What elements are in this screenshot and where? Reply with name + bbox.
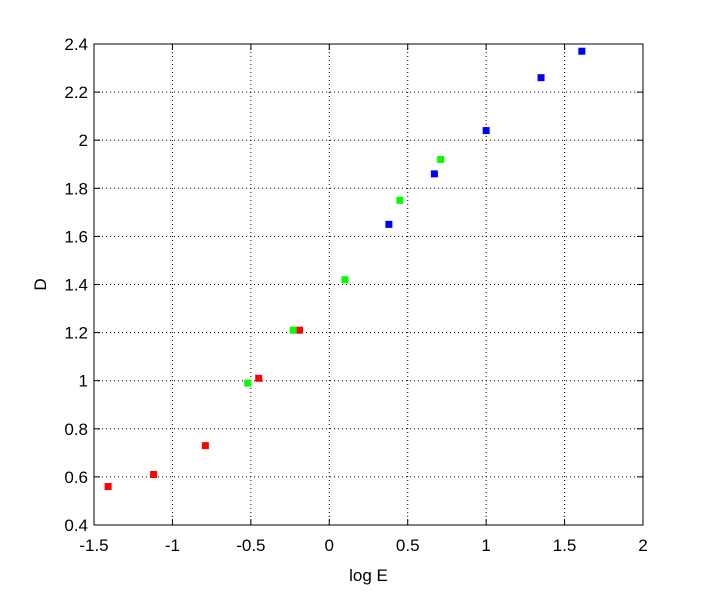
x-tick-label: 1 — [481, 536, 490, 555]
data-point — [150, 470, 158, 478]
data-point — [201, 442, 209, 450]
data-point — [289, 326, 297, 334]
y-tick-label: 2.2 — [64, 83, 88, 102]
x-axis-label: log E — [349, 566, 388, 585]
x-tick-label: 0.5 — [396, 536, 420, 555]
data-point — [255, 374, 263, 382]
series-3 — [385, 47, 586, 228]
y-tick-label: 0.8 — [64, 420, 88, 439]
y-axis-label: D — [31, 278, 50, 290]
data-point — [430, 170, 438, 178]
data-point — [578, 47, 586, 55]
y-tick-label: 1.6 — [64, 227, 88, 246]
x-tick-label: -1.5 — [79, 536, 108, 555]
data-point — [396, 196, 404, 204]
y-tick-label: 0.4 — [64, 516, 88, 535]
x-tick-label: -0.5 — [236, 536, 265, 555]
y-tick-label: 1 — [79, 372, 88, 391]
data-points — [104, 47, 586, 491]
data-point — [437, 155, 445, 163]
y-tick-label: 1.4 — [64, 276, 88, 295]
y-tick-label: 1.8 — [64, 179, 88, 198]
data-point — [385, 220, 393, 228]
y-tick-label: 2 — [79, 131, 88, 150]
y-tick-label: 0.6 — [64, 468, 88, 487]
data-point — [104, 483, 112, 491]
data-point — [482, 127, 490, 135]
series-2 — [244, 155, 445, 387]
y-tick-label: 1.2 — [64, 324, 88, 343]
grid — [93, 43, 644, 526]
data-point — [537, 74, 545, 82]
plot-frame — [93, 43, 644, 526]
x-tick-label: 2 — [638, 536, 647, 555]
x-tick-label: 0 — [325, 536, 334, 555]
y-tick-label: 2.4 — [64, 35, 88, 54]
data-point — [244, 379, 252, 387]
data-point — [295, 326, 303, 334]
x-tick-label: -1 — [165, 536, 180, 555]
x-tick-label: 1.5 — [553, 536, 577, 555]
series-1 — [104, 326, 303, 491]
axis-ticks — [93, 43, 644, 526]
tick-labels: -1.5 -1 -0.5 0 0.5 1 1.5 2 0.4 0.6 0.8 1 1.2 1.4 1.6 1.… — [64, 35, 647, 555]
data-point — [341, 276, 349, 284]
